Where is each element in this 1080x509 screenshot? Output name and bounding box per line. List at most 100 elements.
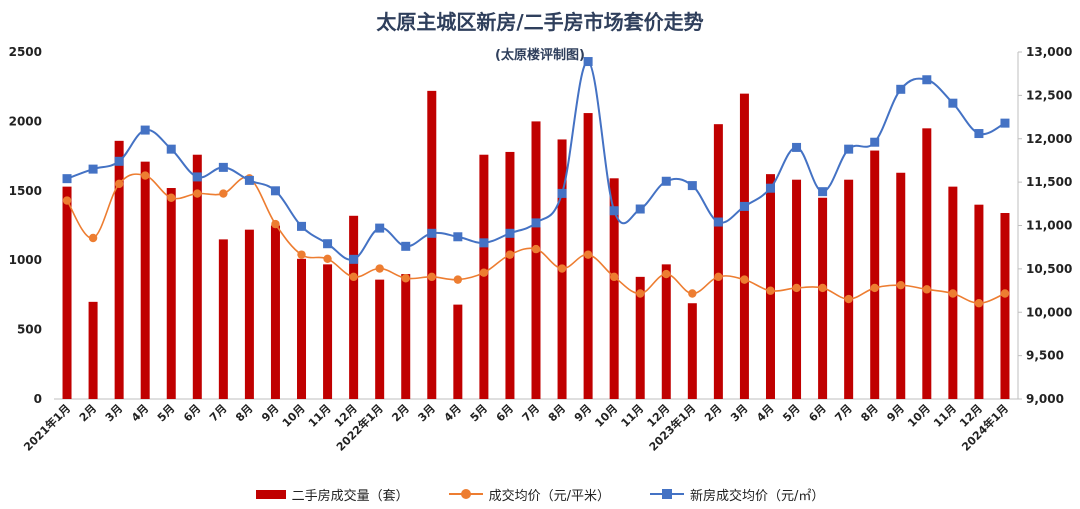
new-price-point <box>765 183 775 193</box>
x-tick-label: 2月 <box>77 402 99 424</box>
bar <box>244 229 254 399</box>
avg-price-point <box>271 219 280 229</box>
left-tick-label: 1500 <box>9 184 42 198</box>
bar <box>323 264 333 399</box>
x-tick-label: 4月 <box>129 402 151 424</box>
new-price-point <box>557 188 567 198</box>
x-tick-label: 9月 <box>884 402 906 424</box>
right-tick-label: 11,500 <box>1026 175 1072 189</box>
avg-price-point <box>297 250 306 259</box>
x-tick-label: 8月 <box>233 402 255 424</box>
avg-price-point <box>1000 289 1010 298</box>
legend-label-volume: 二手房成交量（套） <box>291 488 409 504</box>
x-tick-label: 5月 <box>468 402 490 424</box>
new-price-point <box>270 186 280 196</box>
avg-price-point <box>88 233 98 243</box>
bar <box>375 279 385 399</box>
new-price-point <box>323 239 333 249</box>
new-price-point <box>609 206 619 216</box>
new-price-point <box>192 172 202 182</box>
new-price-point <box>792 142 802 152</box>
bar <box>922 128 932 399</box>
new-price-point <box>349 254 359 264</box>
bar <box>349 215 359 399</box>
avg-price-point <box>375 264 384 273</box>
bar <box>1000 213 1010 399</box>
x-tick-label: 10月 <box>280 402 308 430</box>
bar <box>427 90 437 399</box>
new-price-point <box>661 176 671 186</box>
x-tick-label: 6月 <box>494 402 516 424</box>
right-tick-label: 9,000 <box>1026 392 1064 406</box>
x-tick-label: 2021年1月 <box>21 401 74 454</box>
bar <box>661 264 671 399</box>
legend-label-avg-price: 成交均价（元/平米） <box>488 488 610 504</box>
new-price-point <box>244 175 254 185</box>
legend-bar-swatch <box>255 489 286 499</box>
x-tick-label: 7月 <box>832 402 854 424</box>
left-tick-label: 0 <box>34 392 42 406</box>
bar <box>218 239 228 399</box>
bar <box>818 197 828 399</box>
avg-price-point <box>792 283 801 293</box>
avg-price-point <box>557 264 567 273</box>
x-tick-label: 3月 <box>103 402 125 424</box>
avg-price-point <box>453 275 463 284</box>
bar <box>88 301 98 399</box>
right-tick-label: 12,500 <box>1026 88 1072 102</box>
right-tick-label: 10,500 <box>1026 262 1072 276</box>
avg-price-point <box>167 193 176 202</box>
x-tick-label: 7月 <box>207 402 229 424</box>
avg-price-point <box>427 272 436 282</box>
avg-price-point <box>114 179 124 189</box>
avg-price-point <box>193 189 202 198</box>
bar <box>844 179 854 399</box>
new-price-point <box>818 187 828 197</box>
avg-price-point <box>479 268 489 277</box>
avg-price-point <box>818 283 827 293</box>
bar <box>505 151 515 399</box>
legend-line-square-swatch <box>650 488 684 500</box>
x-tick-label: 5月 <box>780 402 802 424</box>
bar <box>62 186 72 399</box>
new-price-point <box>479 238 489 248</box>
new-price-point <box>297 221 307 231</box>
x-tick-label: 3月 <box>728 402 750 424</box>
x-tick-label: 4月 <box>442 402 464 424</box>
bar <box>401 274 411 399</box>
x-tick-label: 2月 <box>702 402 724 424</box>
avg-price-point <box>505 250 515 259</box>
new-price-point <box>922 75 932 85</box>
new-price-point <box>427 228 437 238</box>
bar <box>192 154 202 399</box>
legend-item-avg-price: 成交均价（元/平米） <box>448 485 610 504</box>
new-price-point <box>739 201 749 211</box>
new-price-point <box>401 241 411 251</box>
x-tick-label: 5月 <box>155 402 177 424</box>
bar <box>166 188 176 399</box>
x-tick-label: 8月 <box>858 402 880 424</box>
bar <box>687 303 697 399</box>
x-tick-label: 11月 <box>619 402 647 430</box>
x-tick-label: 7月 <box>520 402 542 424</box>
legend-line-circle-swatch <box>448 488 483 500</box>
bar <box>713 124 723 400</box>
left-tick-label: 2500 <box>9 45 42 59</box>
avg-price-point <box>140 171 150 180</box>
x-tick-label: 3月 <box>416 402 438 424</box>
new-price-point <box>453 232 463 242</box>
new-price-point <box>140 125 150 135</box>
bar <box>270 225 280 399</box>
right-tick-label: 9,500 <box>1026 349 1064 363</box>
new-price-point <box>1000 118 1010 128</box>
avg-price-point <box>662 269 671 279</box>
x-tick-label: 10月 <box>905 402 933 430</box>
x-tick-label: 2月 <box>389 402 411 424</box>
new-price-point <box>713 217 723 227</box>
new-price-point <box>635 204 645 214</box>
x-tick-label: 6月 <box>806 402 828 424</box>
avg-price-point <box>636 289 645 298</box>
bar <box>531 121 541 400</box>
avg-price-point <box>974 299 984 308</box>
